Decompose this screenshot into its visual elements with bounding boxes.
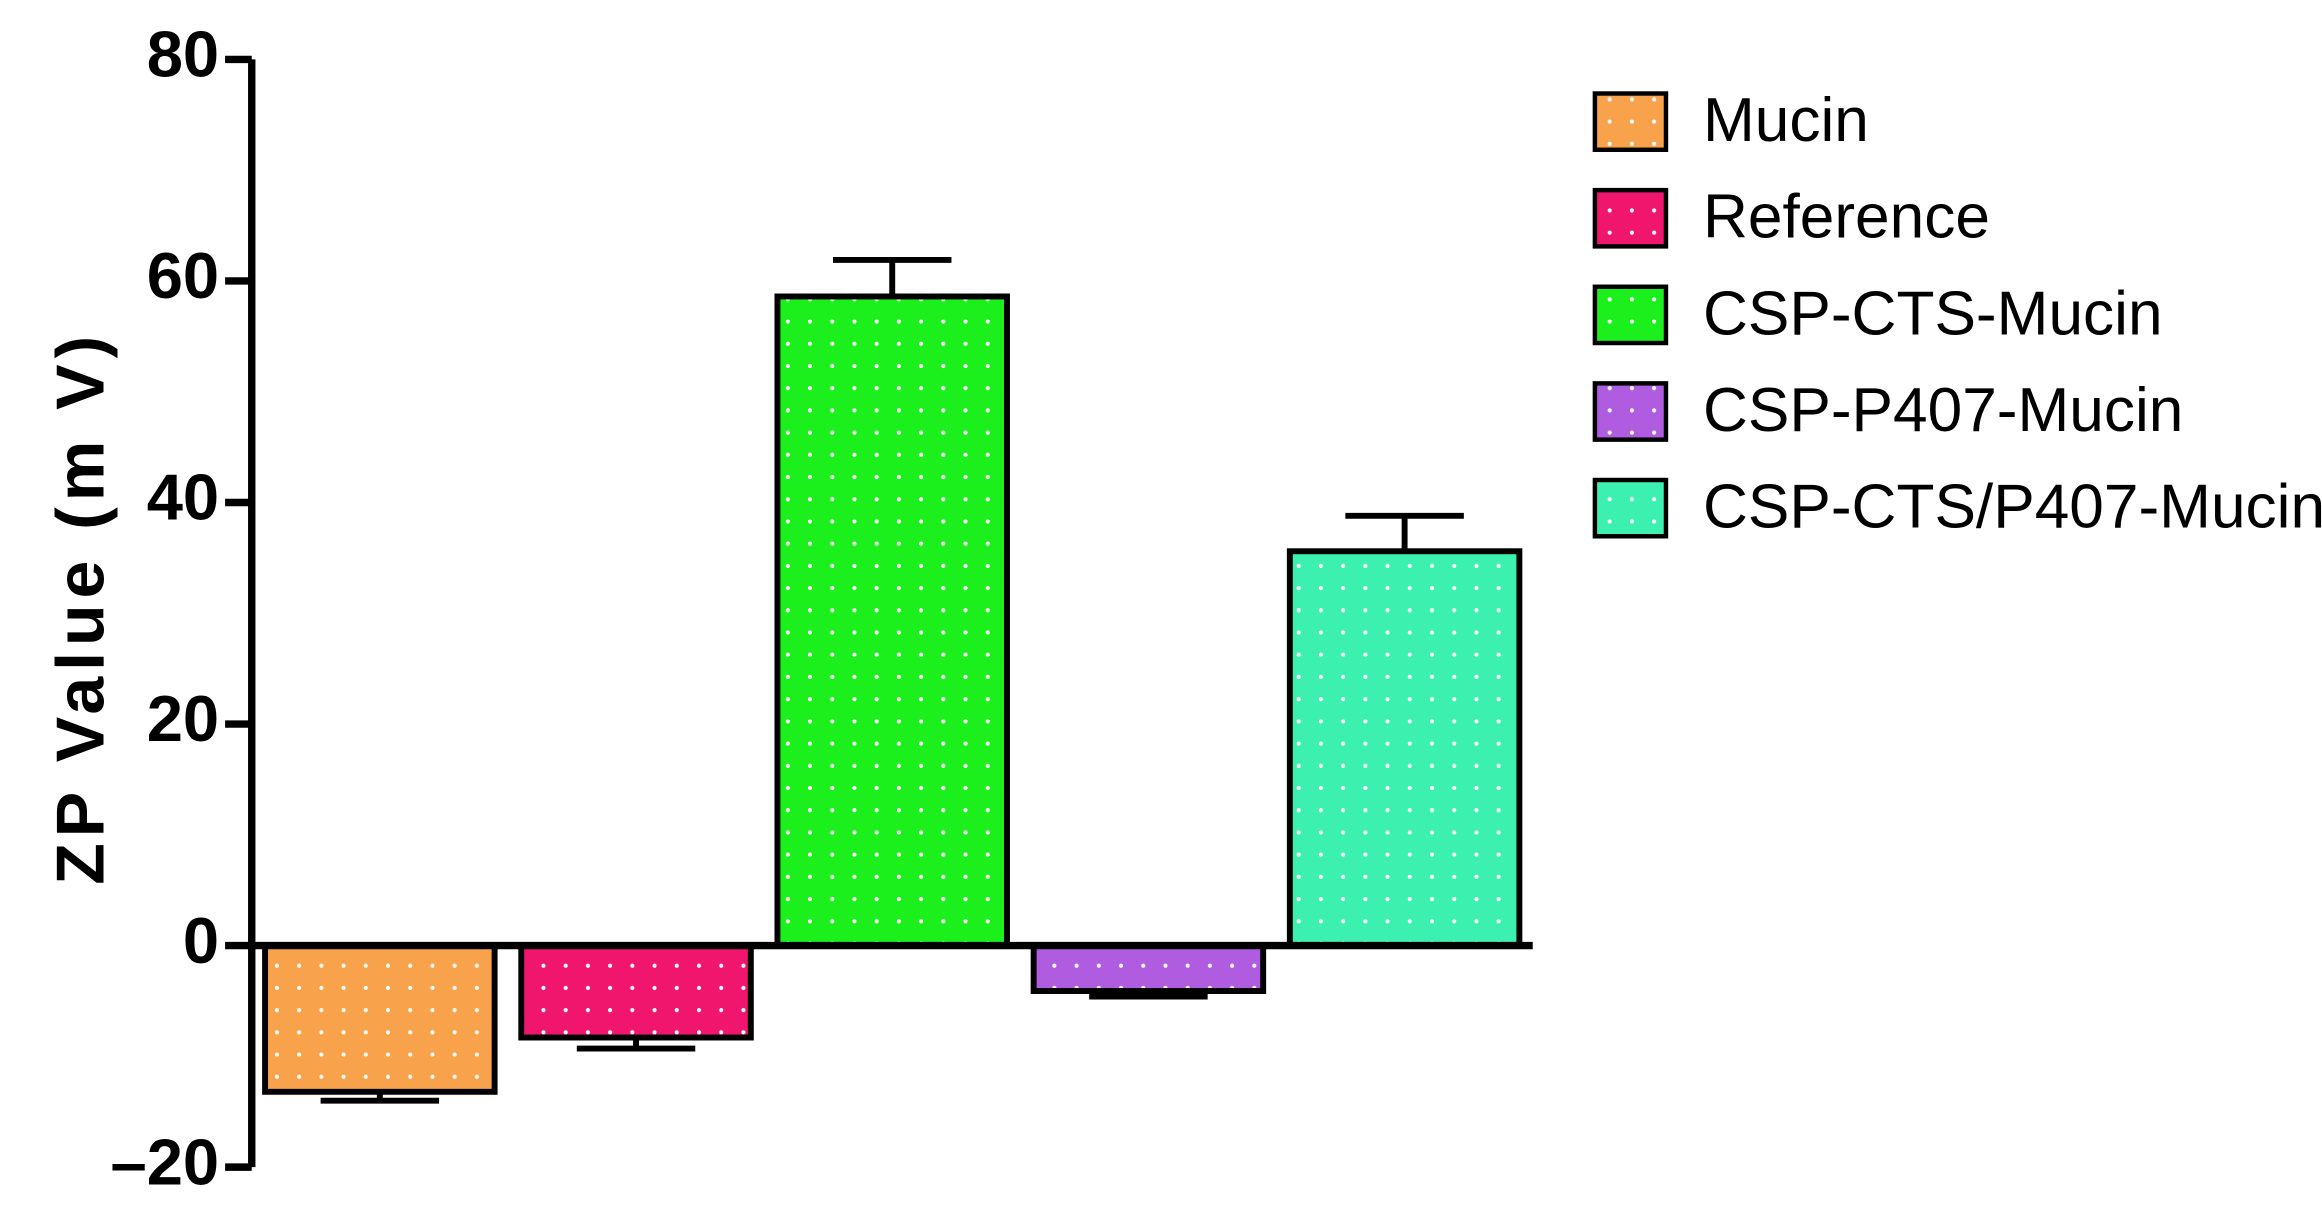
y-tick-label: 20 — [147, 682, 219, 755]
legend-label: Reference — [1703, 183, 1990, 252]
legend-swatch — [1592, 381, 1669, 442]
y-tick-label: 60 — [147, 239, 219, 312]
error-bar — [576, 1037, 696, 1052]
legend-swatch — [1592, 91, 1669, 152]
legend-label: CSP-P407-Mucin — [1703, 376, 2183, 445]
y-tick-label: –20 — [110, 1125, 219, 1198]
error-bar — [1089, 991, 1208, 1000]
bar — [1030, 942, 1267, 994]
y-tick-label: 0 — [183, 904, 219, 977]
legend-swatch — [1592, 187, 1669, 249]
bar — [774, 293, 1010, 949]
legend-swatch — [1592, 284, 1669, 346]
legend-label: CSP-CTS-Mucin — [1703, 279, 2163, 348]
error-bar — [320, 1091, 440, 1104]
bar — [518, 942, 754, 1041]
legend-label: Mucin — [1703, 86, 1869, 155]
y-tick-label: 80 — [147, 18, 219, 91]
y-tick-label: 40 — [147, 461, 219, 534]
legend-swatch — [1592, 477, 1669, 539]
error-bar — [832, 256, 952, 297]
bar — [1286, 548, 1523, 949]
y-axis-label: ZP Value (m V) — [43, 330, 119, 885]
error-bar — [1345, 512, 1464, 552]
legend-label: CSP-CTS/P407-Mucin — [1703, 473, 2322, 542]
bar — [262, 942, 498, 1095]
